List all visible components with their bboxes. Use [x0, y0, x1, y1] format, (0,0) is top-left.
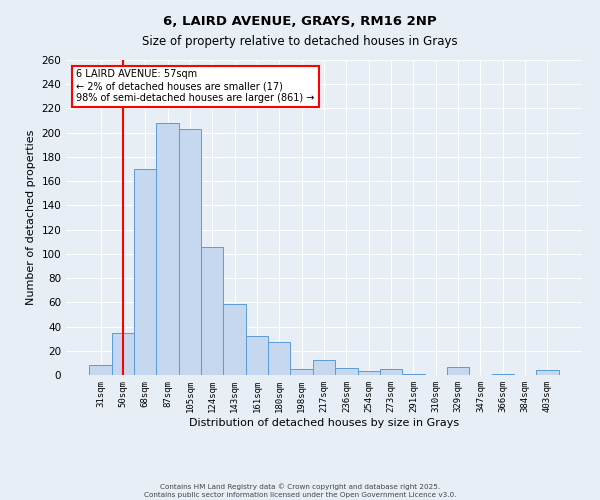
Bar	[290, 369, 313, 375]
Bar	[89, 366, 112, 375]
Bar	[134, 169, 157, 375]
Bar	[112, 332, 134, 375]
Bar	[402, 374, 425, 375]
Bar	[157, 123, 179, 375]
Bar	[358, 372, 380, 375]
Text: Contains HM Land Registry data © Crown copyright and database right 2025.
Contai: Contains HM Land Registry data © Crown c…	[144, 484, 456, 498]
Bar	[536, 370, 559, 375]
Y-axis label: Number of detached properties: Number of detached properties	[26, 130, 36, 305]
Bar	[179, 129, 201, 375]
Text: 6, LAIRD AVENUE, GRAYS, RM16 2NP: 6, LAIRD AVENUE, GRAYS, RM16 2NP	[163, 15, 437, 28]
Bar	[447, 366, 469, 375]
Bar	[380, 369, 402, 375]
Text: 6 LAIRD AVENUE: 57sqm
← 2% of detached houses are smaller (17)
98% of semi-detac: 6 LAIRD AVENUE: 57sqm ← 2% of detached h…	[76, 70, 314, 102]
Bar	[335, 368, 358, 375]
Bar	[201, 246, 223, 375]
Bar	[246, 336, 268, 375]
Bar	[313, 360, 335, 375]
Bar	[268, 342, 290, 375]
Bar	[491, 374, 514, 375]
X-axis label: Distribution of detached houses by size in Grays: Distribution of detached houses by size …	[189, 418, 459, 428]
Text: Size of property relative to detached houses in Grays: Size of property relative to detached ho…	[142, 35, 458, 48]
Bar	[223, 304, 246, 375]
